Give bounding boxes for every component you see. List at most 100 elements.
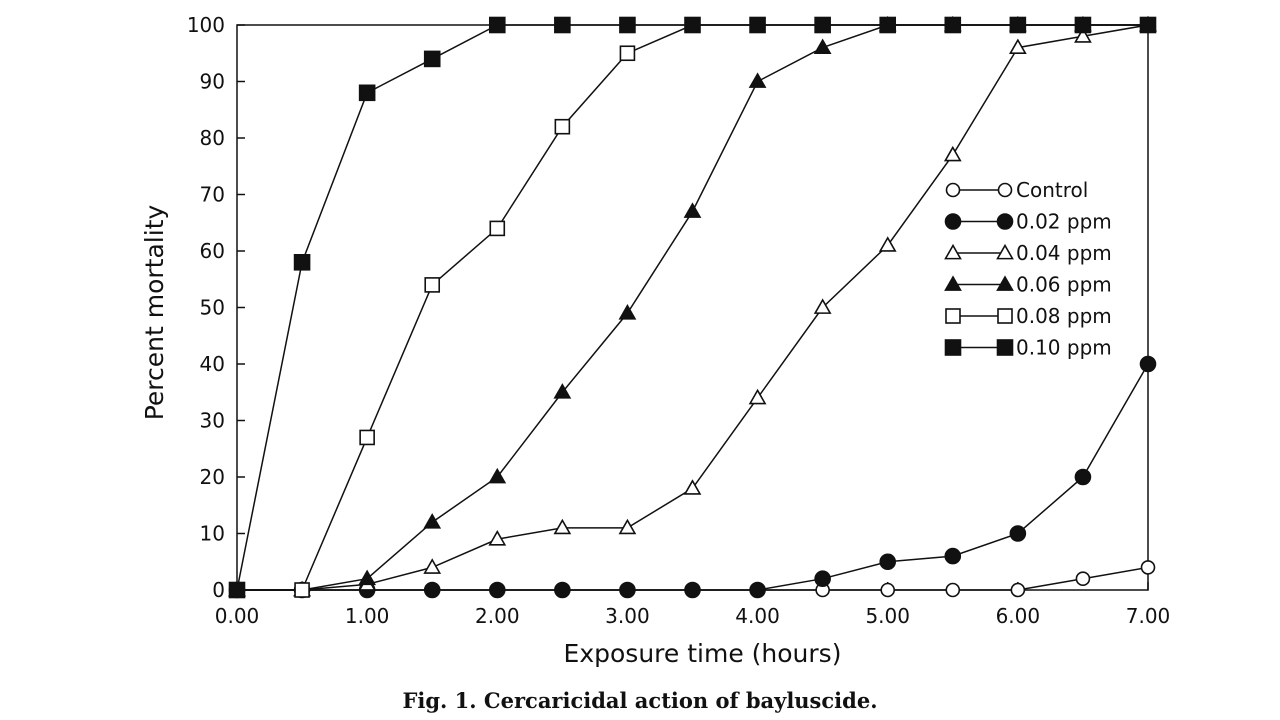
series-markers — [228, 15, 1157, 599]
data-point — [488, 581, 506, 599]
data-point — [814, 16, 831, 34]
legend-marker — [944, 243, 962, 260]
data-point — [879, 553, 897, 571]
data-point — [488, 16, 506, 34]
data-point — [619, 45, 636, 62]
data-point — [358, 569, 377, 586]
series-line — [236, 24, 1148, 591]
data-point — [684, 16, 701, 34]
y-axis-title: Percent mortality — [140, 205, 169, 421]
data-point — [1139, 16, 1157, 34]
data-point — [1009, 16, 1027, 34]
legend-marker — [996, 339, 1014, 356]
data-point — [423, 581, 441, 599]
data-point — [1008, 38, 1027, 55]
legend-entry: 0.06 ppm — [944, 273, 1112, 297]
x-axis-title: Exposure time (hours) — [564, 639, 842, 668]
data-point — [878, 236, 897, 252]
x-tick-label: 5.00 — [865, 604, 910, 628]
legend-label: 0.10 ppm — [1016, 336, 1112, 360]
legend-entry: 0.04 ppm — [944, 241, 1112, 265]
legend-label: 0.04 ppm — [1016, 241, 1112, 265]
legend-entry: 0.10 ppm — [944, 336, 1112, 360]
y-tick-label: 10 — [200, 522, 225, 546]
legend-label: 0.02 ppm — [1016, 210, 1112, 234]
data-point — [944, 547, 962, 565]
data-point — [294, 582, 310, 598]
series-line — [237, 24, 1148, 591]
data-point — [423, 50, 441, 68]
data-point — [619, 16, 636, 34]
x-tick-label: 2.00 — [475, 604, 520, 628]
legend-marker — [996, 243, 1014, 260]
y-tick-label: 40 — [200, 352, 225, 376]
y-tick-label: 50 — [200, 296, 225, 320]
x-tick-label: 7.00 — [1126, 604, 1171, 628]
data-point — [553, 383, 572, 399]
legend-marker — [945, 182, 961, 198]
data-point — [488, 467, 507, 484]
legend: Control 0.02 ppm 0.04 ppm 0.06 ppm 0.08 ppm 0… — [944, 178, 1112, 360]
y-tick-label: 20 — [200, 465, 225, 489]
data-point — [554, 16, 571, 34]
data-point — [423, 513, 442, 529]
series-line — [237, 363, 1149, 591]
series-line — [237, 24, 1149, 591]
data-point — [228, 581, 246, 599]
legend-entry: Control — [945, 178, 1088, 202]
legend-entry: 0.08 ppm — [945, 304, 1112, 328]
data-point — [618, 304, 637, 320]
legend-entry: 0.02 ppm — [944, 210, 1112, 234]
data-point — [1074, 468, 1092, 486]
data-point — [748, 72, 767, 88]
legend-marker — [997, 182, 1013, 198]
legend-label: 0.06 ppm — [1016, 273, 1112, 297]
y-tick-label: 70 — [200, 183, 225, 207]
data-point — [489, 220, 506, 237]
data-point — [684, 581, 701, 599]
y-tick-label: 100 — [187, 13, 225, 37]
plot-frame — [236, 24, 1149, 591]
y-tick-label: 60 — [200, 239, 225, 263]
series-lines — [236, 24, 1149, 591]
data-point — [944, 16, 962, 34]
x-tick-label: 4.00 — [735, 604, 780, 628]
data-point — [553, 518, 572, 535]
data-point — [749, 16, 766, 34]
data-point — [749, 581, 766, 599]
legend-label: 0.08 ppm — [1016, 304, 1112, 328]
data-point — [423, 558, 442, 574]
data-point — [945, 582, 961, 598]
data-point — [618, 518, 637, 535]
y-tick-label: 80 — [200, 126, 225, 150]
legend-marker — [945, 308, 961, 324]
data-point — [683, 479, 702, 495]
data-point — [424, 277, 441, 293]
data-point — [358, 84, 376, 102]
data-point — [1075, 571, 1091, 587]
axis-ticks: 0 10 20 30 40 50 60 70 80 90 100 0.00 1.00 2.00 3.00 4.… — [187, 13, 1170, 628]
legend-label: Control — [1016, 178, 1088, 202]
y-tick-label: 90 — [200, 70, 225, 94]
figure-caption: Fig. 1. Cercaricidal action of bayluscid… — [402, 688, 878, 713]
data-point — [683, 202, 702, 218]
data-point — [1139, 355, 1157, 373]
data-point — [359, 429, 375, 446]
data-point — [879, 16, 897, 34]
data-point — [814, 570, 831, 588]
data-point — [619, 581, 636, 599]
series-line — [237, 24, 1148, 591]
x-tick-label: 3.00 — [605, 604, 650, 628]
x-tick-label: 0.00 — [215, 604, 260, 628]
data-point — [293, 254, 311, 271]
legend-marker — [997, 308, 1013, 324]
legend-marker — [996, 275, 1014, 291]
data-point — [943, 145, 962, 162]
y-tick-label: 0 — [212, 578, 225, 602]
data-point — [1074, 16, 1092, 34]
data-point — [554, 118, 571, 135]
data-point — [813, 298, 832, 314]
data-point — [748, 388, 767, 405]
data-point — [813, 38, 832, 55]
